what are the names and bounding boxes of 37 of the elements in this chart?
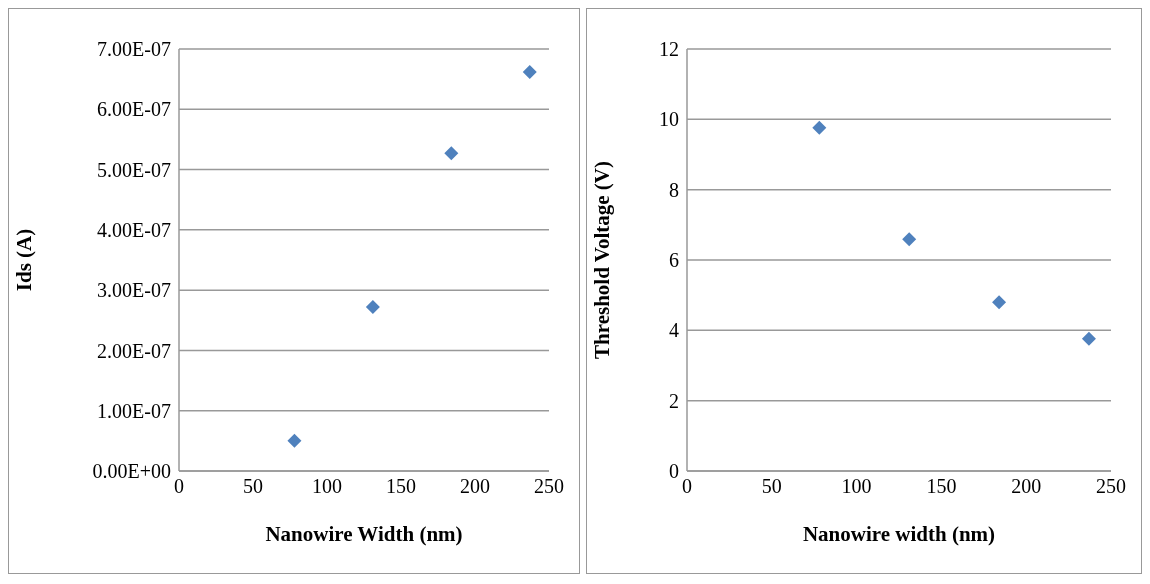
- x-tick-label: 150: [926, 475, 957, 498]
- x-tick-label: 50: [761, 475, 782, 498]
- point: [812, 120, 827, 135]
- x-tick-label: 200: [1011, 475, 1042, 498]
- y-tick-label: 0.00E+00: [92, 460, 171, 483]
- y-tick-label: 0: [669, 460, 679, 483]
- y-tick-label: 2: [669, 389, 679, 412]
- y-tick-label: 1.00E-07: [97, 399, 171, 422]
- x-axis-title: Nanowire Width (nm): [265, 522, 463, 546]
- x-tick-label: 100: [841, 475, 872, 498]
- y-tick-label: 2.00E-07: [97, 339, 171, 362]
- y-tick-label: 4: [669, 319, 679, 342]
- y-tick-label: 10: [659, 108, 679, 131]
- point: [992, 295, 1007, 310]
- y-axis-title: Ids (A): [12, 228, 37, 292]
- x-tick-label: 200: [460, 475, 490, 498]
- x-tick-label: 50: [243, 475, 263, 498]
- y-axis-title: Threshold Voltage (V): [590, 161, 615, 359]
- x-tick-label: 100: [312, 475, 342, 498]
- y-tick-label: 12: [659, 38, 679, 61]
- y-tick-label: 6.00E-07: [97, 98, 171, 121]
- point: [522, 64, 537, 79]
- x-tick-label: 150: [386, 475, 416, 498]
- y-tick-label: 7.00E-07: [97, 38, 171, 61]
- point: [902, 232, 917, 247]
- y-tick-label: 6: [669, 249, 679, 272]
- point: [365, 300, 380, 315]
- y-tick-label: 3.00E-07: [97, 279, 171, 302]
- x-tick-label: 250: [534, 475, 564, 498]
- y-tick-label: 4.00E-07: [97, 218, 171, 241]
- x-tick-label: 250: [1096, 475, 1126, 498]
- y-tick-label: 8: [669, 178, 679, 201]
- y-tick-label: 5.00E-07: [97, 158, 171, 181]
- point: [1081, 331, 1096, 346]
- x-axis-title: Nanowire width (nm): [802, 522, 996, 546]
- point: [287, 433, 302, 448]
- point: [444, 146, 459, 161]
